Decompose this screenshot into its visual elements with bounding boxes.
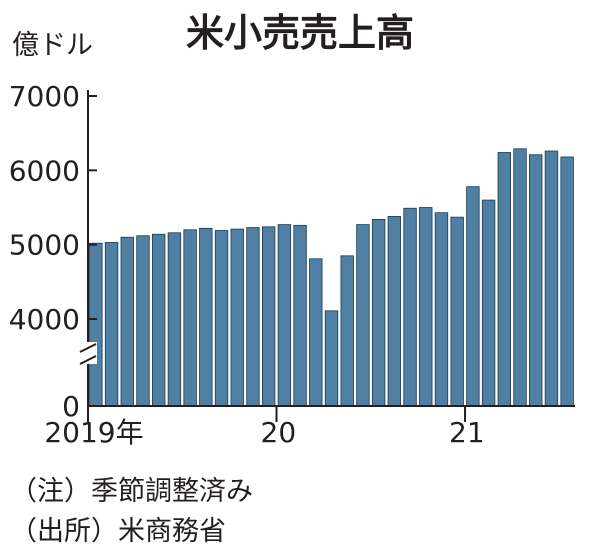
bar-2021-05 bbox=[529, 154, 543, 407]
bar-2021-01 bbox=[466, 186, 480, 407]
axis-break-mark-lower bbox=[79, 355, 97, 365]
bar-2019-06 bbox=[167, 232, 182, 407]
bar-2020-03 bbox=[309, 258, 323, 407]
bar-2019-09 bbox=[214, 230, 229, 407]
bar-2019-05 bbox=[152, 233, 166, 407]
chart-title: 米小売売上高 bbox=[186, 11, 414, 55]
y-tick-label-5000: 5000 bbox=[9, 229, 80, 262]
bar-2020-09 bbox=[403, 207, 417, 407]
y-tick-label-4000: 4000 bbox=[9, 303, 80, 336]
x-tick-labels: 2019年 20 21 bbox=[44, 416, 484, 449]
bar-2019-12 bbox=[261, 226, 276, 407]
bar-2021-03 bbox=[497, 152, 511, 407]
y-tick-label-7000: 7000 bbox=[9, 80, 80, 113]
bar-2020-12 bbox=[450, 216, 464, 407]
bar-2020-07 bbox=[371, 218, 386, 407]
bar-2019-02 bbox=[104, 242, 119, 407]
bar-2021-06 bbox=[544, 150, 559, 407]
bar-2020-10 bbox=[419, 207, 433, 407]
y-tick-label-6000: 6000 bbox=[9, 154, 80, 187]
bar-2020-08 bbox=[387, 216, 402, 407]
x-tick-label-12: 20 bbox=[261, 416, 297, 449]
bar-2019-01 bbox=[89, 242, 103, 407]
y-axis-unit-label: 億ドル bbox=[12, 30, 93, 61]
bar-2020-11 bbox=[434, 212, 449, 407]
bar-2019-07 bbox=[183, 229, 197, 407]
axis-break-mark-upper bbox=[79, 343, 97, 353]
bar-2020-04 bbox=[324, 310, 339, 407]
x-tick-label-24: 21 bbox=[449, 416, 485, 449]
bar-2020-01 bbox=[277, 224, 292, 407]
bar-2020-06 bbox=[356, 224, 370, 407]
note-source: （出所）米商務省 bbox=[10, 516, 226, 547]
y-tick-labels: 0 4000 5000 6000 7000 bbox=[9, 80, 80, 423]
bar-2019-11 bbox=[246, 227, 260, 407]
bar-2020-02 bbox=[293, 224, 307, 407]
bar-2021-02 bbox=[481, 199, 496, 407]
bar-2019-04 bbox=[136, 235, 150, 407]
note-seasonally-adjusted: （注）季節調整済み bbox=[10, 476, 253, 507]
bars-group bbox=[89, 148, 574, 407]
bar-2019-03 bbox=[120, 236, 134, 407]
bar-2020-05 bbox=[340, 255, 354, 407]
bar-2019-08 bbox=[199, 227, 213, 407]
bar-2021-04 bbox=[513, 148, 527, 407]
axes-group bbox=[79, 90, 575, 422]
y-tick-label-0: 0 bbox=[62, 390, 80, 423]
bar-2019-10 bbox=[230, 228, 244, 407]
x-tick-label-0: 2019年 bbox=[44, 416, 143, 449]
bar-2021-07 bbox=[560, 156, 574, 407]
